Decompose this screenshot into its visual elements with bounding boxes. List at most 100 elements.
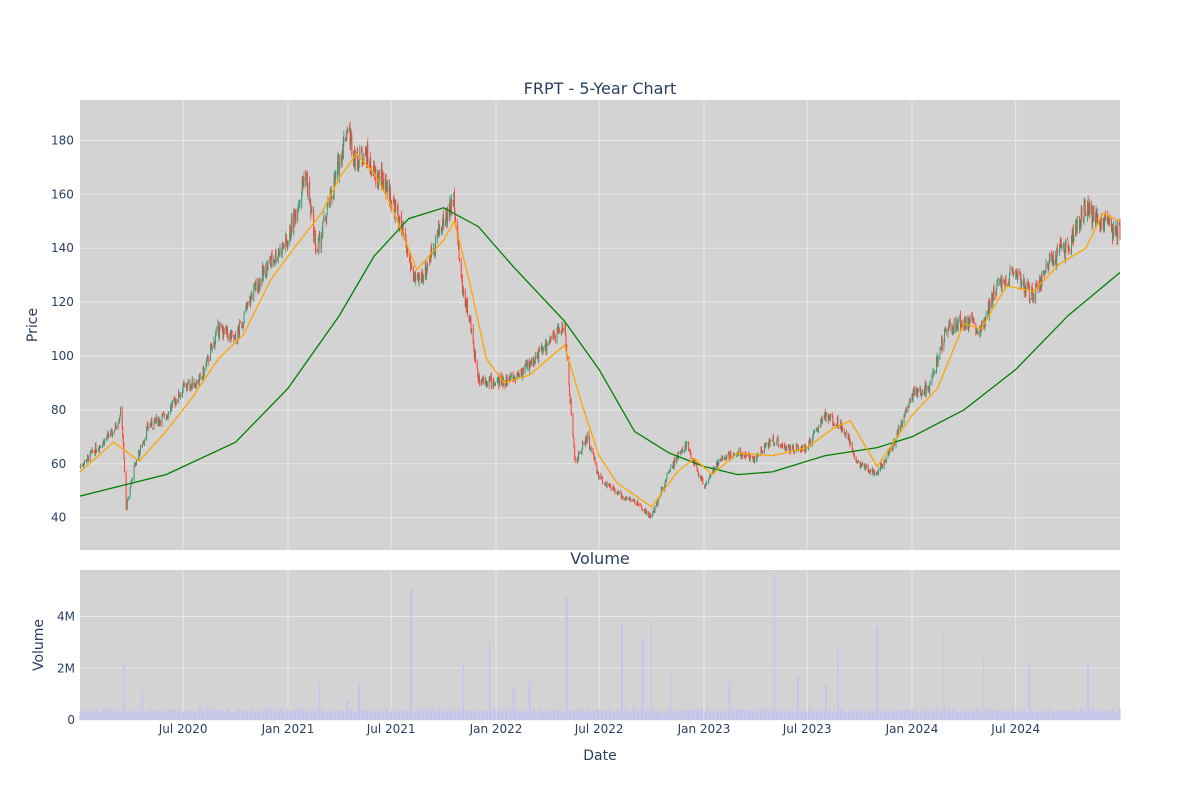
candle-body — [88, 456, 89, 461]
candle-body — [1075, 220, 1077, 222]
candle-body — [231, 331, 233, 333]
candle-body — [187, 381, 189, 384]
volume-bar — [410, 588, 412, 720]
volume-bar — [227, 709, 229, 720]
volume-bar — [380, 710, 382, 720]
volume-bar — [1116, 712, 1118, 720]
candle-body — [1071, 234, 1073, 239]
candle-body — [856, 461, 858, 463]
candle-body — [173, 397, 175, 401]
candle-body — [445, 212, 447, 216]
volume-bar — [989, 708, 991, 720]
candle-body — [640, 504, 642, 506]
volume-bar — [209, 708, 211, 720]
volume-bar — [824, 683, 826, 720]
candle-body — [116, 427, 117, 429]
x-tick-label: Jul 2022 — [574, 722, 624, 736]
volume-plot-area[interactable] — [80, 570, 1120, 720]
volume-bar — [933, 709, 935, 720]
volume-bar — [421, 713, 423, 720]
candle-body — [648, 511, 650, 518]
candle-body — [851, 442, 853, 450]
candle-body — [79, 466, 81, 468]
volume-bar — [194, 712, 196, 720]
volume-bar — [247, 712, 249, 720]
candle-body — [608, 485, 610, 487]
candle-body — [797, 445, 798, 447]
candle-body — [1032, 291, 1034, 302]
volume-bar — [638, 710, 640, 720]
volume-bar — [440, 710, 442, 720]
volume-bar — [285, 711, 287, 720]
volume-bar — [885, 710, 887, 720]
volume-bar — [1084, 709, 1086, 720]
candle-body — [81, 465, 83, 466]
volume-bar — [712, 714, 714, 720]
candle-body — [561, 324, 563, 331]
volume-bar — [395, 711, 397, 720]
volume-bar — [1043, 713, 1045, 720]
candle-body — [574, 457, 576, 462]
candle-body — [190, 385, 192, 390]
candle-body — [969, 317, 971, 321]
volume-bar — [355, 713, 357, 720]
volume-bar — [840, 708, 842, 720]
volume-bar — [1031, 713, 1033, 720]
candle-body — [161, 414, 163, 425]
volume-bar — [411, 588, 413, 720]
candle-body — [257, 287, 259, 293]
volume-bar — [97, 713, 99, 720]
candle-body — [672, 465, 674, 469]
volume-bar — [892, 711, 894, 720]
candle-body — [245, 305, 247, 310]
volume-bar — [608, 708, 610, 720]
candle-body — [536, 355, 538, 359]
volume-bar — [500, 708, 502, 720]
candle-body — [557, 325, 558, 331]
candle-body — [941, 339, 943, 350]
volume-bar — [505, 709, 507, 720]
volume-bar — [625, 714, 627, 720]
candle-body — [171, 403, 173, 410]
volume-bar — [514, 709, 516, 720]
candle-body — [518, 373, 520, 376]
price-plot-area[interactable] — [80, 100, 1120, 550]
candle-body — [605, 484, 607, 486]
volume-bar — [806, 712, 808, 720]
candle-body — [322, 222, 324, 224]
candle-body — [545, 342, 547, 348]
candle-body — [917, 390, 919, 392]
volume-bar — [927, 708, 929, 720]
candle-body — [1088, 207, 1090, 211]
volume-bar — [602, 712, 604, 720]
candle-body — [1021, 283, 1023, 286]
candle-body — [644, 508, 646, 513]
candle-body — [207, 355, 209, 357]
volume-bar — [741, 709, 743, 720]
volume-bar — [485, 709, 487, 720]
volume-bar — [361, 709, 363, 720]
volume-bar — [656, 709, 658, 720]
volume-bar — [851, 708, 853, 720]
volume-bar — [991, 708, 993, 720]
candle-body — [961, 322, 963, 326]
volume-bar — [1051, 709, 1053, 720]
candle-body — [258, 279, 260, 287]
volume-bar — [546, 711, 548, 720]
volume-bar — [594, 711, 596, 720]
volume-bar — [789, 712, 791, 720]
candle-body — [829, 418, 831, 420]
candle-body — [981, 322, 982, 330]
candle-body — [901, 422, 903, 426]
candle-body — [714, 466, 716, 468]
volume-bar — [868, 708, 870, 720]
volume-bar — [250, 708, 252, 720]
volume-bar — [239, 713, 241, 720]
candle-body — [800, 451, 802, 453]
candle-body — [937, 357, 939, 363]
volume-bar — [550, 712, 552, 720]
candle-body — [904, 410, 906, 417]
volume-bar — [644, 709, 646, 720]
volume-bar — [1040, 712, 1042, 720]
volume-bar — [179, 712, 181, 720]
